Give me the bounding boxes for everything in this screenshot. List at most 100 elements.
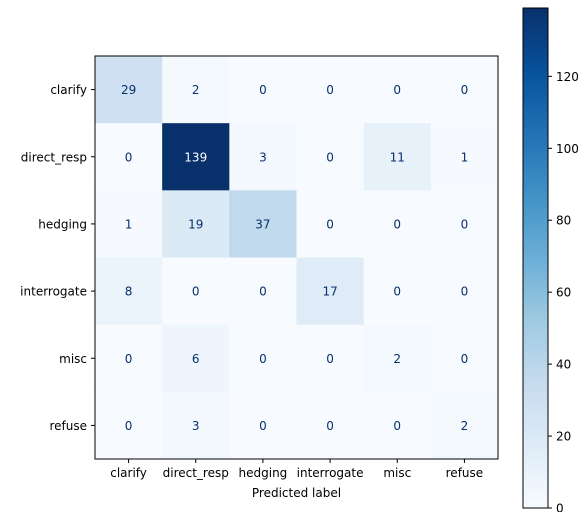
plot-frame (94, 55, 499, 460)
heatmap-cell (162, 190, 230, 258)
heatmap-cell (296, 257, 365, 326)
cell-value-label: 0 (326, 217, 334, 231)
cell-value-label: 0 (326, 83, 334, 97)
colorbar-bar (522, 7, 549, 509)
heatmap-cell (95, 257, 163, 326)
y-tick-label: interrogate (20, 285, 87, 299)
y-tick-label: clarify (50, 83, 87, 97)
cell-value-label: 29 (121, 83, 136, 97)
heatmap-cell (430, 324, 499, 393)
cell-value-label: 2 (461, 419, 469, 433)
cell-value-label: 11 (390, 150, 405, 164)
cell-value-label: 139 (184, 150, 207, 164)
heatmap-cell (229, 190, 297, 258)
colorbar-tick-label: 100 (556, 142, 579, 156)
cell-value-label: 6 (192, 352, 200, 366)
cell-value-label: 0 (326, 352, 334, 366)
x-tick-label: direct_resp (163, 466, 229, 480)
cell-value-label: 0 (461, 285, 469, 299)
heatmap-cell (363, 56, 432, 124)
cell-value-label: 1 (461, 150, 469, 164)
colorbar-ticks: 0 20 40 60 80 100 120 (548, 70, 579, 512)
heatmap-cell (296, 190, 365, 258)
x-axis: clarify direct_resp hedging interrogate misc… (110, 459, 483, 480)
x-axis-label: Predicted label (252, 486, 341, 500)
heatmap-cell (430, 56, 499, 124)
cell-value-label: 0 (461, 217, 469, 231)
cell-value-label: 0 (259, 285, 267, 299)
heatmap-cell (296, 56, 365, 124)
heatmap-cell (162, 391, 230, 460)
cell-value-label: 3 (192, 419, 200, 433)
cell-value-label: 0 (461, 352, 469, 366)
heatmap-cell (229, 56, 297, 124)
heatmap-cell (430, 190, 499, 258)
heatmap-cell (363, 324, 432, 393)
cell-value-label: 0 (125, 352, 133, 366)
x-tick-label: hedging (239, 466, 288, 480)
heatmap-cell (162, 56, 230, 124)
cell-value-label: 0 (393, 285, 401, 299)
cell-value-label: 0 (125, 150, 133, 164)
colorbar-tick-label: 40 (556, 358, 571, 372)
heatmap-cells: 29 2 0 0 0 00 139 3 0 11 11 19 37 0 0 08 0 0 17 0 00 6 0 0 2 00 3 0… (95, 56, 499, 460)
y-tick-label: refuse (49, 419, 87, 433)
cell-value-label: 19 (188, 217, 203, 231)
cell-value-label: 8 (125, 285, 133, 299)
cell-value-label: 0 (393, 419, 401, 433)
heatmap-cell (430, 257, 499, 326)
cell-value-label: 1 (125, 217, 133, 231)
heatmap-cell (430, 123, 499, 191)
heatmap-cell (95, 56, 163, 124)
heatmap-cell (296, 324, 365, 393)
cell-value-label: 0 (125, 419, 133, 433)
colorbar-tick-label: 60 (556, 286, 571, 300)
heatmap-cell (363, 190, 432, 258)
heatmap-cell (296, 391, 365, 460)
heatmap-cell (162, 257, 230, 326)
cell-value-label: 0 (326, 419, 334, 433)
y-tick-label: hedging (38, 217, 87, 231)
heatmap-cell (229, 324, 297, 393)
heatmap-cell (95, 391, 163, 460)
heatmap-cell (162, 324, 230, 393)
heatmap-cell (95, 324, 163, 393)
cell-value-label: 0 (393, 83, 401, 97)
cell-value-label: 17 (322, 285, 337, 299)
heatmap-cell (430, 391, 499, 460)
heatmap-cell (296, 123, 365, 191)
cell-value-label: 0 (259, 419, 267, 433)
cell-value-label: 37 (255, 217, 270, 231)
y-tick-label: direct_resp (21, 150, 87, 164)
cell-value-label: 0 (259, 352, 267, 366)
heatmap-cell (363, 391, 432, 460)
x-tick-label: misc (383, 466, 411, 480)
x-tick-label: clarify (110, 466, 147, 480)
colorbar: 0 20 40 60 80 100 120 (522, 7, 579, 512)
y-tick-label: misc (59, 352, 87, 366)
cell-value-label: 0 (461, 83, 469, 97)
cell-value-label: 0 (326, 150, 334, 164)
cell-value-label: 2 (192, 83, 200, 97)
heatmap-cell (363, 123, 432, 191)
cell-value-label: 0 (192, 285, 200, 299)
heatmap-cell (95, 190, 163, 258)
colorbar-tick-label: 20 (556, 430, 571, 444)
heatmap-cell (229, 123, 297, 191)
x-tick-label: refuse (446, 466, 484, 480)
x-tick-label: interrogate (297, 466, 364, 480)
heatmap-cell (95, 123, 163, 191)
colorbar-tick-label: 120 (556, 70, 579, 84)
heatmap-cell (229, 257, 297, 326)
colorbar-tick-label: 0 (556, 502, 564, 512)
cell-value-label: 0 (259, 83, 267, 97)
cell-value-label: 2 (393, 352, 401, 366)
colorbar-tick-label: 80 (556, 214, 571, 228)
heatmap-cell (162, 123, 230, 191)
cell-value-label: 0 (393, 217, 401, 231)
heatmap-cell (363, 257, 432, 326)
cell-value-label: 3 (259, 150, 267, 164)
heatmap-cell (229, 391, 297, 460)
